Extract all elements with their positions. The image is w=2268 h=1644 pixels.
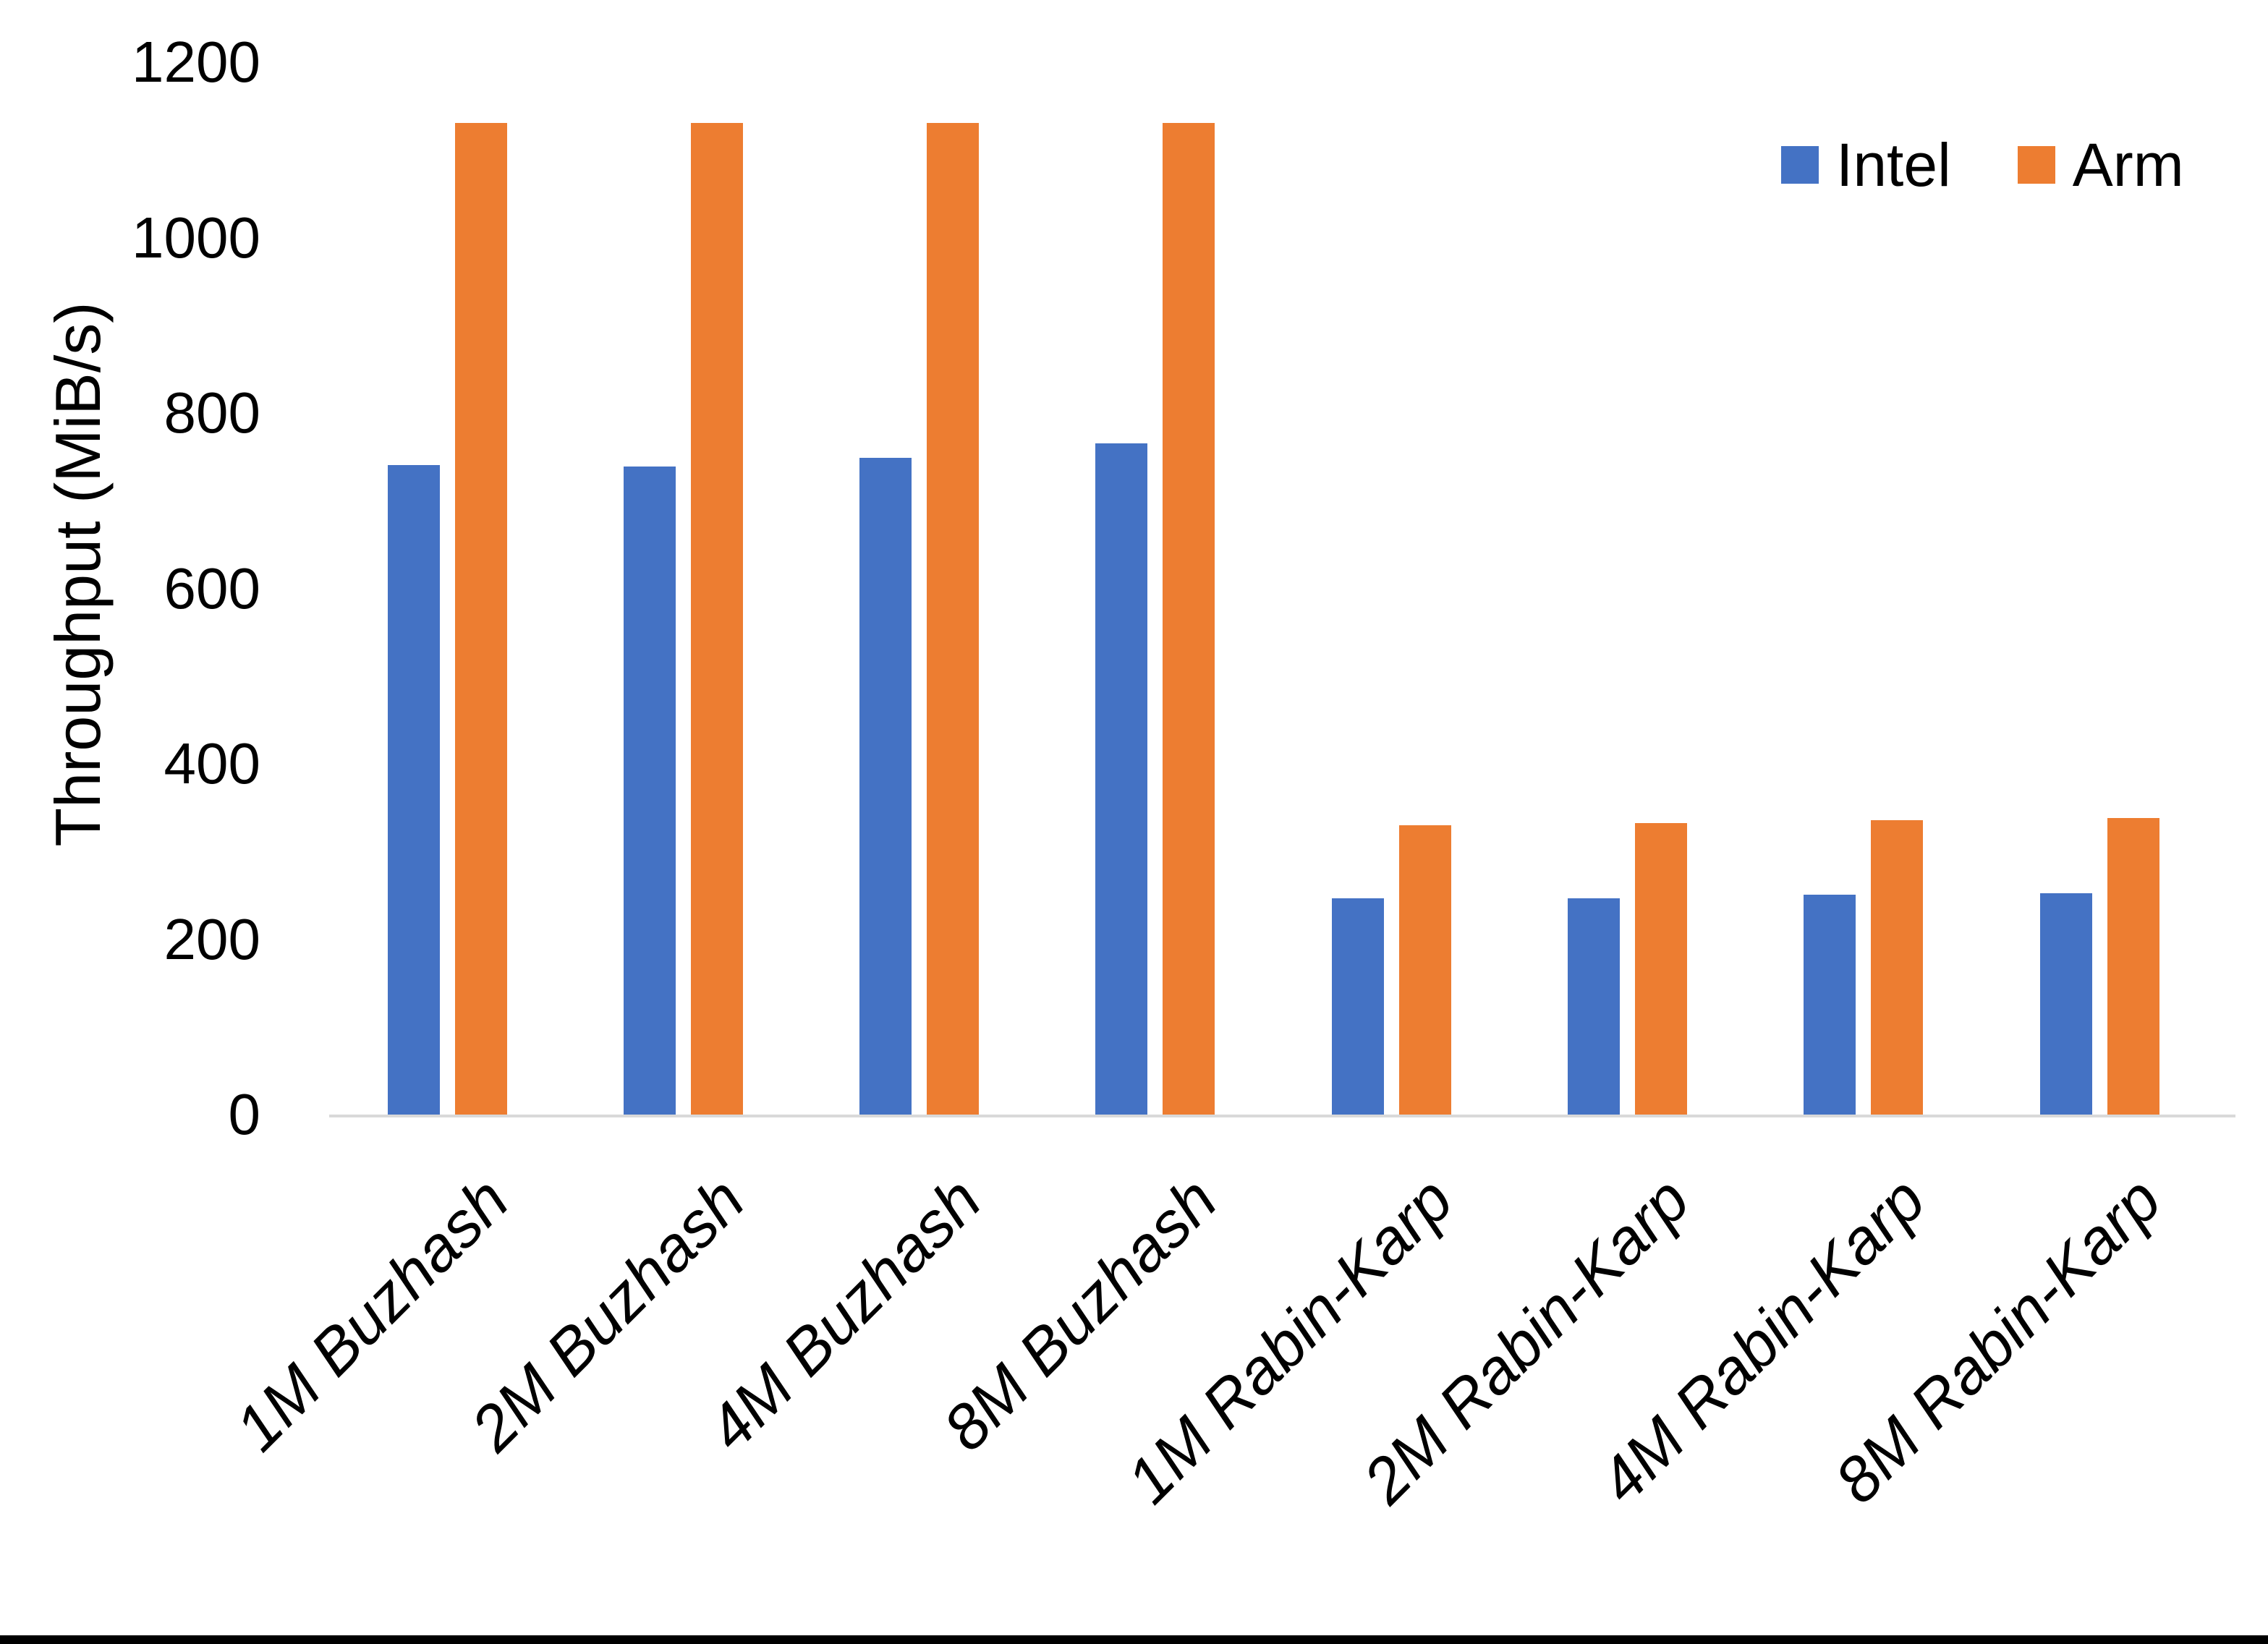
category-label-2: 2M Buzhash <box>456 1163 758 1465</box>
y-tick-label-600: 600 <box>163 555 260 621</box>
legend-item-arm: Arm <box>2017 131 2184 199</box>
bar-arm-7 <box>1871 820 1924 1115</box>
bar-intel-8 <box>2039 893 2092 1115</box>
bar-intel-4 <box>1095 443 1148 1115</box>
bar-intel-7 <box>1804 895 1856 1115</box>
legend: Intel Arm <box>1781 132 2184 198</box>
bar-intel-5 <box>1331 898 1384 1115</box>
y-tick-label-400: 400 <box>163 731 260 796</box>
category-label-8: 8M Rabin-Karp <box>1821 1163 2175 1517</box>
legend-label-arm: Arm <box>2072 131 2184 199</box>
intel-series-swatch-icon <box>1781 146 1819 184</box>
category-label-4: 8M Buzhash <box>929 1163 1231 1465</box>
bar-intel-3 <box>859 458 912 1115</box>
bar-intel-6 <box>1568 898 1620 1115</box>
category-label-6: 2M Rabin-Karp <box>1349 1163 1703 1517</box>
bar-intel-2 <box>623 467 676 1115</box>
bar-arm-5 <box>1398 825 1451 1115</box>
y-tick-label-1200: 1200 <box>132 30 260 94</box>
y-tick-label-800: 800 <box>163 380 260 445</box>
y-tick-label-1000: 1000 <box>132 205 260 270</box>
category-label-5: 1M Rabin-Karp <box>1113 1163 1466 1517</box>
bar-intel-1 <box>387 465 440 1115</box>
y-tick-label-200: 200 <box>163 906 260 971</box>
category-label-3: 4M Buzhash <box>693 1163 995 1465</box>
category-label-1: 1M Buzhash <box>221 1163 522 1465</box>
bar-arm-4 <box>1163 123 1215 1115</box>
category-label-7: 4M Rabin-Karp <box>1584 1163 1939 1517</box>
x-axis-line <box>329 1115 2235 1117</box>
bar-arm-8 <box>2107 818 2159 1115</box>
legend-item-intel: Intel <box>1781 132 1951 198</box>
window-bottom-border <box>0 1635 2268 1644</box>
bar-arm-6 <box>1635 823 1687 1115</box>
legend-label-intel: Intel <box>1836 131 1951 199</box>
bar-arm-3 <box>927 123 980 1115</box>
bar-arm-1 <box>454 123 507 1115</box>
arm-series-swatch-icon <box>2017 146 2055 184</box>
bar-arm-2 <box>690 123 743 1115</box>
y-tick-label-0: 0 <box>228 1082 261 1146</box>
